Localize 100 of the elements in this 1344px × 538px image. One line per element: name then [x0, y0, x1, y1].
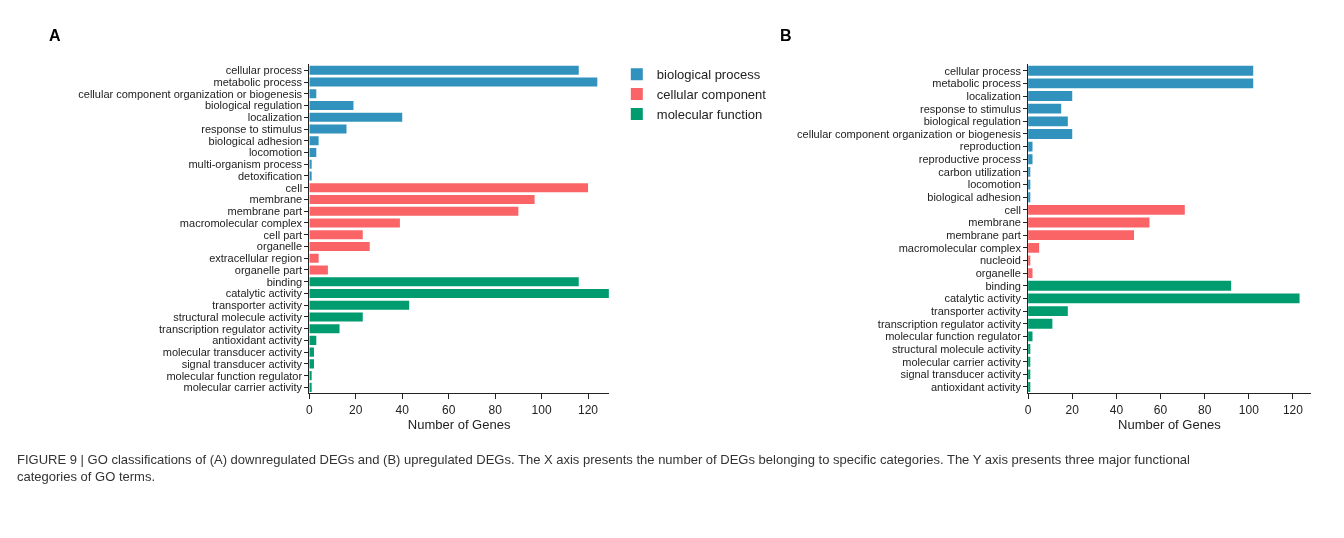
bar — [1028, 217, 1150, 228]
y-tick-label: nucleoid — [979, 254, 1021, 267]
y-tick-label: biological regulation — [923, 115, 1021, 128]
y-tick-label: organelle part — [234, 263, 303, 276]
bar — [1028, 103, 1062, 114]
y-tick-label: binding — [985, 279, 1021, 292]
y-tick-label: detoxification — [237, 169, 303, 182]
y-tick-label: cellular process — [944, 64, 1022, 77]
bar — [309, 288, 609, 299]
bar — [1028, 280, 1232, 291]
bar — [309, 277, 579, 287]
bar — [1028, 331, 1033, 342]
y-tick-label: transcription regulator activity — [159, 322, 303, 335]
y-tick-label: molecular carrier activity — [902, 355, 1022, 368]
y-tick-label: structural molecule activity — [173, 310, 303, 323]
bar — [1028, 116, 1068, 127]
bar — [309, 218, 400, 228]
y-tick-label: biological adhesion — [208, 134, 303, 147]
y-tick-label: transporter activity — [212, 299, 303, 312]
bar — [309, 183, 589, 193]
bar — [309, 77, 598, 87]
bar — [309, 124, 347, 134]
bar — [309, 265, 328, 275]
y-tick-label: localization — [966, 89, 1021, 102]
y-tick-label: molecular carrier activity — [183, 381, 303, 394]
bar — [309, 100, 354, 111]
bar — [1028, 293, 1300, 304]
y-tick-label: multi-organism process — [188, 158, 303, 171]
x-tick-label: 0 — [305, 402, 313, 417]
x-tick-label: 100 — [531, 402, 552, 417]
x-tick-label: 60 — [1153, 402, 1168, 417]
y-tick-label: membrane — [249, 193, 303, 206]
x-tick-label: 0 — [1024, 402, 1032, 417]
y-tick-label: antioxidant activity — [212, 334, 303, 347]
y-tick-label: metabolic process — [932, 77, 1022, 90]
y-tick-label: response to stimulus — [201, 122, 303, 135]
legend-label: molecular function — [656, 107, 763, 123]
caption: FIGURE 9 | GO classifications of (A) downregulated DEGs and (B) upregulated DEGs. The X axis presents the number of DEGs belonging to specific categories. The Y axis presents three major functional categories of GO terms. — [17, 452, 1191, 484]
y-tick-label: carbon utilization — [938, 165, 1021, 178]
bar — [1028, 318, 1053, 329]
y-tick-label: cellular component organization or biogenesis — [78, 87, 303, 100]
x-tick-label: 100 — [1238, 402, 1260, 417]
x-tick-label: 20 — [349, 402, 363, 417]
x-axis-title: Number of Genes — [1118, 417, 1222, 433]
bar — [309, 65, 579, 75]
y-tick-label: extracellular region — [209, 252, 303, 265]
y-tick-label: cell — [1004, 203, 1021, 216]
bar — [1028, 91, 1073, 101]
bar — [1028, 154, 1033, 165]
y-tick-label: cell — [285, 181, 303, 194]
bar — [309, 171, 312, 181]
y-tick-label: localization — [247, 111, 303, 124]
y-tick-label: membrane — [968, 216, 1021, 229]
y-tick-label: membrane part — [227, 205, 303, 218]
y-tick-label: transcription regulator activity — [877, 317, 1022, 330]
bar — [1028, 242, 1040, 253]
x-tick-label: 80 — [1197, 402, 1212, 417]
bar — [1028, 78, 1254, 89]
text: B — [780, 27, 792, 44]
y-tick-label: biological adhesion — [927, 191, 1021, 204]
bar — [1028, 306, 1068, 317]
bar — [1028, 204, 1185, 215]
bar — [309, 194, 535, 205]
bar — [1028, 268, 1033, 279]
y-tick-label: cell part — [263, 228, 303, 241]
y-tick-label: cellular process — [225, 64, 303, 77]
y-tick-label: signal transducer activity — [181, 357, 303, 370]
x-tick-label: 120 — [578, 402, 599, 417]
x-tick-label: 80 — [488, 402, 503, 417]
x-tick-label: 60 — [442, 402, 456, 417]
y-tick-label: catalytic activity — [225, 287, 303, 300]
y-tick-label: response to stimulus — [920, 102, 1022, 115]
y-tick-label: structural molecule activity — [891, 342, 1022, 355]
y-tick-label: transporter activity — [931, 304, 1022, 317]
legend-label: biological process — [656, 67, 761, 83]
y-tick-label: reproductive process — [918, 153, 1022, 166]
y-tick-label: biological regulation — [204, 99, 303, 112]
y-tick-label: molecular function regulator — [885, 330, 1022, 343]
y-tick-label: catalytic activity — [944, 292, 1022, 305]
bar — [1028, 230, 1135, 241]
bar — [309, 359, 314, 369]
y-tick-label: locomotion — [248, 146, 303, 159]
bar — [309, 206, 519, 216]
bar — [309, 112, 403, 122]
y-tick-label: macromolecular complex — [179, 216, 303, 229]
bar — [309, 300, 410, 310]
bar — [1028, 141, 1033, 152]
y-tick-label: organelle — [256, 240, 303, 253]
bar — [309, 324, 340, 334]
text: A — [49, 27, 61, 44]
x-tick-label: 20 — [1065, 402, 1080, 417]
legend-label: cellular component — [656, 87, 767, 103]
y-tick-label: cellular component organization or biogenesis — [797, 127, 1022, 140]
y-tick-label: macromolecular complex — [898, 241, 1022, 254]
y-tick-label: molecular function regulator — [166, 369, 303, 382]
y-tick-label: locomotion — [967, 178, 1021, 191]
bar — [309, 230, 363, 240]
y-tick-label: membrane part — [946, 229, 1021, 242]
y-tick-label: metabolic process — [213, 75, 303, 88]
bar — [309, 312, 363, 322]
